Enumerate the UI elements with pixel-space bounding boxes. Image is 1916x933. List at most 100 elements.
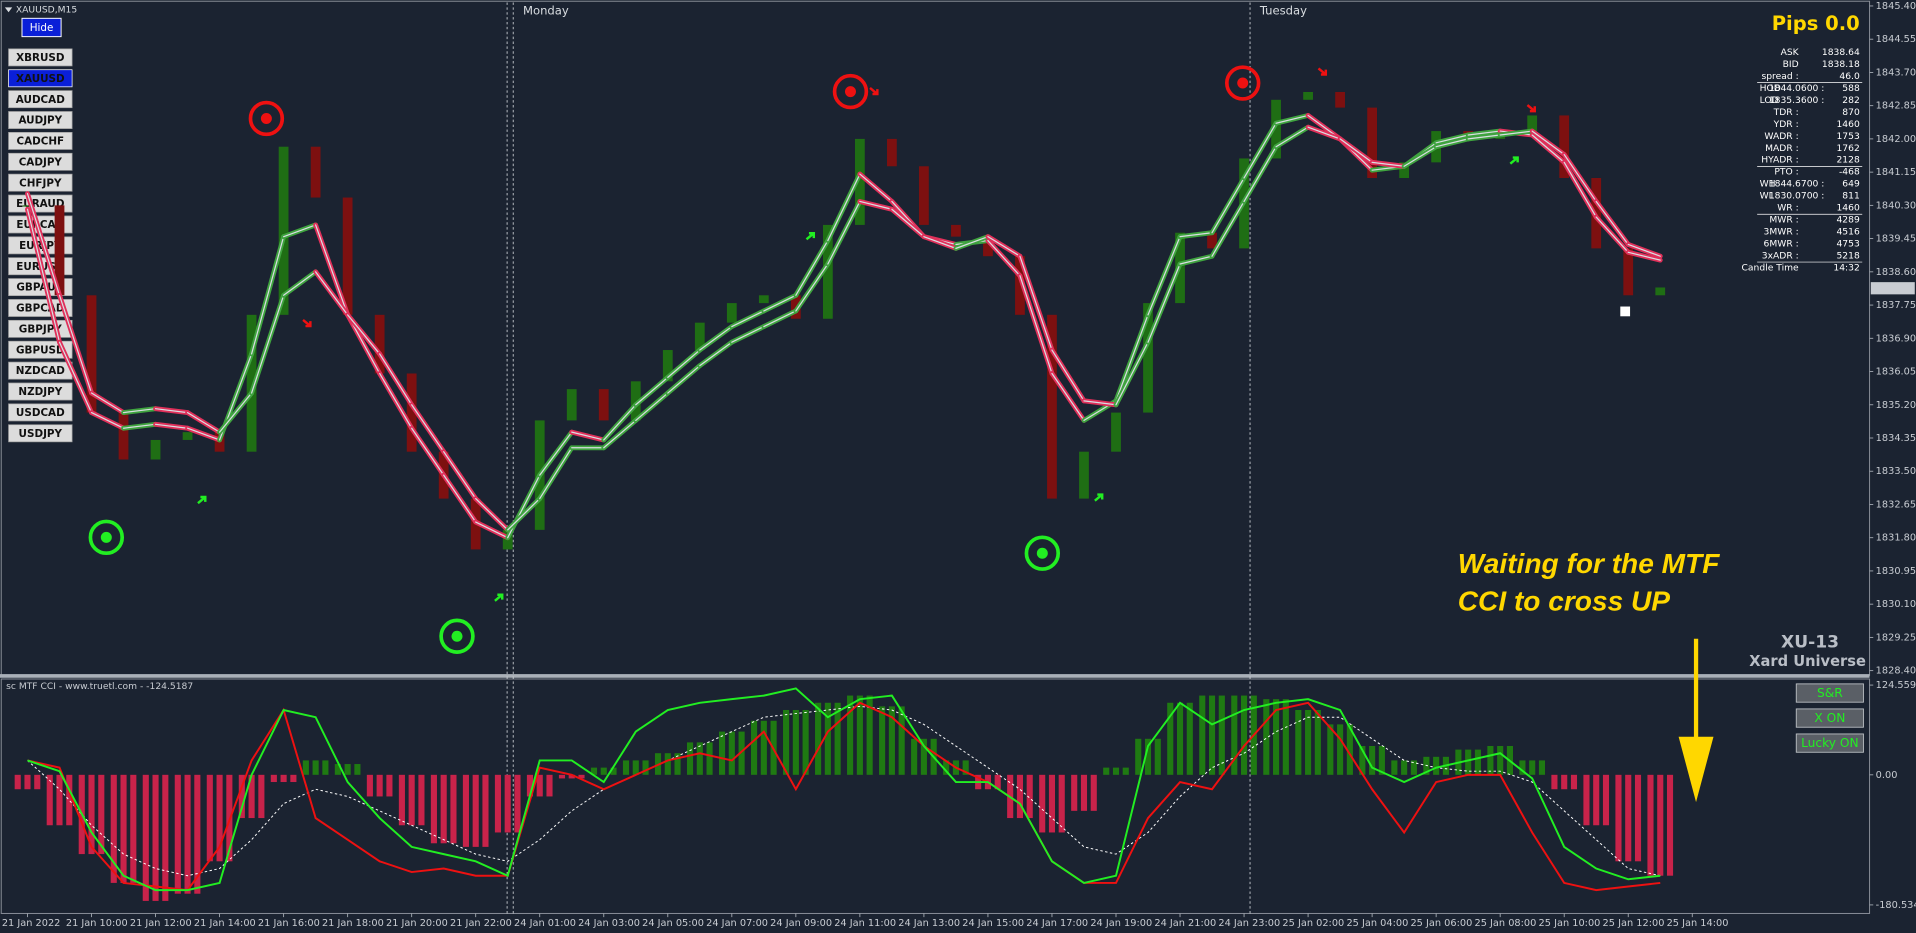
indicator-button-label[interactable]: X ON [1814, 711, 1845, 725]
symbol-label[interactable]: CHFJPY [19, 177, 62, 189]
info-label: MWR : [1769, 215, 1798, 226]
symbol-label[interactable]: XAUUSD [16, 73, 65, 85]
histogram-bar [1199, 695, 1206, 775]
symbol-label[interactable]: GBPCAD [16, 303, 65, 315]
symbol-button[interactable] [8, 173, 73, 192]
band-core [1019, 275, 1053, 375]
hide-button-label[interactable]: Hide [30, 22, 54, 34]
indicator-button-label[interactable]: Lucky ON [1801, 736, 1859, 750]
hide-button-bg[interactable] [21, 17, 62, 38]
info-label: BID [1783, 59, 1799, 70]
symbol-label[interactable]: GBPJPY [19, 323, 63, 335]
symbol-label[interactable]: EURJPY [19, 240, 62, 252]
band-core [603, 419, 637, 449]
histogram-bar [162, 774, 169, 901]
indicator-button[interactable] [1795, 733, 1864, 753]
up-arrow [494, 593, 504, 602]
symbol-label[interactable]: GBPAUD [16, 282, 64, 294]
candle [1559, 115, 1570, 178]
histogram-bar [783, 709, 790, 775]
histogram-bar [334, 764, 341, 775]
band-core [635, 376, 669, 406]
band-core [923, 236, 957, 249]
symbol-button[interactable] [8, 424, 73, 443]
y-tick-label: 1830.95 [1876, 566, 1916, 577]
histogram-bar [418, 774, 425, 826]
symbol-label[interactable]: USDCAD [16, 407, 65, 419]
band-core [1403, 146, 1437, 167]
symbol-button[interactable] [8, 403, 73, 422]
symbol-label[interactable]: CADCHF [16, 136, 64, 148]
indicator-button-label[interactable]: S&R [1817, 686, 1843, 700]
symbol-button[interactable] [8, 111, 73, 129]
band-core [731, 325, 765, 343]
histogram-bar [1497, 746, 1504, 775]
band-core [315, 271, 349, 316]
histogram-bar [1561, 774, 1568, 790]
candle [246, 314, 257, 452]
collapse-icon[interactable] [4, 7, 13, 13]
symbol-label[interactable]: GBPUSD [16, 344, 65, 356]
histogram-bar [376, 774, 383, 797]
symbol-label[interactable]: AUDJPY [18, 115, 62, 127]
symbol-label[interactable]: NZDJPY [18, 386, 62, 398]
y-tick-label: 1834.35 [1876, 433, 1916, 444]
histogram-bar [1167, 702, 1174, 775]
current-price-box [1870, 282, 1915, 295]
symbol-button[interactable] [8, 382, 73, 401]
histogram-bar [1593, 774, 1600, 826]
band-core [1147, 263, 1181, 343]
indicator-button[interactable] [1795, 708, 1864, 728]
up-arrow [805, 232, 816, 241]
symbol-button[interactable] [8, 152, 73, 171]
x-tick-label: 25 Jan 12:00 [1603, 918, 1665, 929]
info-label: WR : [1777, 203, 1798, 214]
symbol-button[interactable] [8, 69, 73, 88]
band-core [58, 294, 93, 394]
info-level: 1844.6700 : [1769, 179, 1825, 190]
band-core [699, 325, 733, 351]
symbol-button[interactable] [8, 299, 73, 317]
info-label: WH [1760, 179, 1776, 190]
histogram-bar [792, 709, 799, 775]
info-label: 6MWR : [1764, 238, 1799, 249]
histogram-bar [152, 774, 159, 901]
symbol-button[interactable] [8, 132, 73, 150]
symbol-label[interactable]: AUDCAD [16, 94, 65, 106]
histogram-bar [1305, 709, 1312, 775]
symbol-label[interactable]: NZDCAD [16, 365, 65, 377]
band-core [507, 497, 541, 531]
histogram-bar [290, 774, 297, 783]
indicator-button[interactable] [1795, 683, 1864, 703]
info-label: HYADR : [1761, 155, 1798, 166]
symbol-label[interactable]: EURAUD [16, 198, 65, 210]
histogram-bar [46, 774, 53, 826]
brand-subtitle: Xard Universe [1749, 653, 1866, 670]
band-core [1499, 130, 1533, 136]
candle [54, 205, 65, 296]
histogram-bar [546, 774, 553, 797]
histogram-bar [1208, 695, 1216, 775]
band-core [1019, 255, 1053, 351]
symbol-button[interactable] [8, 90, 73, 109]
symbol-button[interactable] [8, 340, 73, 359]
symbol-button[interactable] [8, 48, 73, 67]
hide-button[interactable]: Hide [21, 17, 62, 38]
band-core [763, 294, 797, 312]
y-tick-label: 1839.45 [1876, 234, 1916, 245]
histogram-bar [1378, 746, 1385, 775]
sell-signal-dot [1237, 77, 1249, 89]
y-tick-label: 1836.90 [1876, 333, 1916, 344]
histogram-bar [622, 760, 630, 775]
band-core [411, 427, 445, 476]
symbol-label[interactable]: EURCAD [16, 219, 64, 231]
band-core [1307, 126, 1341, 140]
symbol-label[interactable]: USDJPY [19, 428, 63, 440]
histogram-bar [1410, 760, 1417, 775]
band-core [475, 521, 509, 539]
histogram-bar [1538, 760, 1546, 775]
band-core [667, 349, 701, 379]
symbol-label[interactable]: CADJPY [19, 156, 63, 168]
symbol-label[interactable]: XBRUSD [16, 52, 65, 64]
